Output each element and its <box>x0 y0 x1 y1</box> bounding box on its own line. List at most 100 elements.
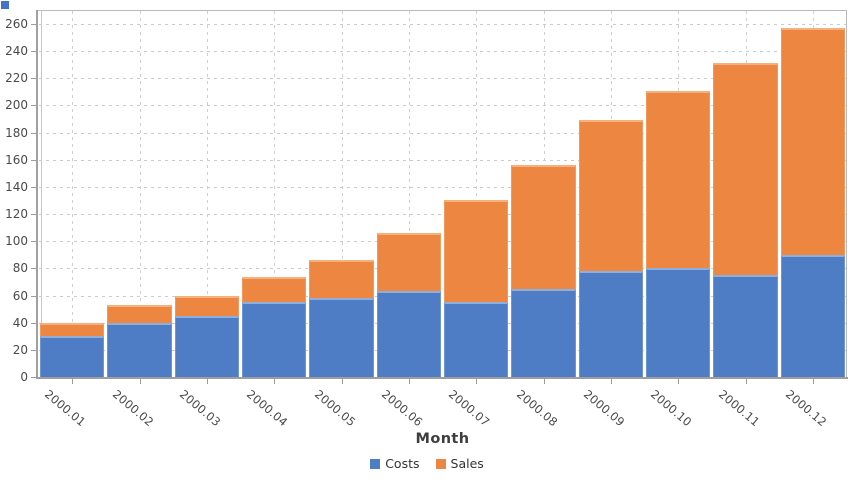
bar-segment-sales[interactable] <box>578 120 643 272</box>
legend-label-costs: Costs <box>385 456 420 471</box>
y-tick-label: 140 <box>5 179 28 194</box>
y-tick-label: 160 <box>5 152 28 167</box>
bar-segment-costs[interactable] <box>174 315 239 377</box>
y-axis-line <box>36 10 38 379</box>
y-axis-tick <box>31 241 36 243</box>
bar-segment-sales[interactable] <box>646 90 711 269</box>
y-axis-tick <box>31 186 36 188</box>
h-gridline <box>39 214 846 216</box>
v-gridline <box>72 11 74 377</box>
h-gridline <box>39 349 846 351</box>
y-axis-tick <box>31 268 36 270</box>
x-tick-label: 2000.05 <box>311 387 359 430</box>
y-tick-label: 240 <box>5 44 28 59</box>
x-tick-label: 2000.01 <box>42 387 89 430</box>
bar-segment-costs[interactable] <box>713 275 778 377</box>
y-axis-tick <box>31 23 36 25</box>
y-axis-tick <box>31 214 36 216</box>
y-axis-tick <box>31 105 36 107</box>
bar-segment-costs[interactable] <box>646 268 711 377</box>
bar-segment-sales[interactable] <box>511 165 576 289</box>
x-axis-tick <box>745 379 747 384</box>
x-tick-label: 2000.04 <box>244 387 291 430</box>
x-axis-tick <box>139 379 141 384</box>
bar-segment-sales[interactable] <box>780 28 845 255</box>
h-gridline <box>39 51 846 53</box>
legend: Costs Sales <box>0 456 854 471</box>
y-tick-label: 40 <box>12 315 28 330</box>
x-tick-label: 2000.11 <box>715 387 763 430</box>
h-gridline <box>39 159 846 161</box>
bar-segment-costs[interactable] <box>578 271 643 377</box>
x-tick-label: 2000.03 <box>176 387 224 430</box>
legend-item-costs[interactable]: Costs <box>370 456 420 471</box>
x-axis-title: Month <box>415 431 470 447</box>
x-axis-tick <box>610 379 612 384</box>
bar-segment-sales[interactable] <box>713 63 778 276</box>
bar-segment-sales[interactable] <box>309 260 374 299</box>
x-axis-tick <box>476 379 478 384</box>
x-axis-tick <box>341 379 343 384</box>
y-tick-label: 180 <box>5 125 28 140</box>
y-axis-inner-line <box>41 10 42 378</box>
h-gridline <box>39 241 846 243</box>
y-axis-tick <box>31 295 36 297</box>
bar-segment-costs[interactable] <box>444 302 509 377</box>
x-tick-label: 2000.10 <box>648 387 695 430</box>
y-tick-label: 120 <box>5 207 28 222</box>
y-tick-label: 220 <box>5 71 28 86</box>
v-gridline <box>139 11 141 377</box>
bar-segment-costs[interactable] <box>40 336 105 377</box>
x-tick-label: 2000.08 <box>513 387 561 430</box>
bar-segment-costs[interactable] <box>107 322 172 377</box>
y-axis-tick <box>31 349 36 351</box>
y-axis-tick <box>31 377 36 378</box>
y-tick-label: 80 <box>12 261 28 276</box>
bar-segment-costs[interactable] <box>376 291 441 377</box>
x-axis-tick <box>812 379 814 384</box>
bar-segment-sales[interactable] <box>40 322 105 337</box>
y-tick-label: 20 <box>12 342 28 357</box>
h-gridline <box>39 322 846 324</box>
h-gridline <box>39 23 846 25</box>
h-gridline <box>39 105 846 107</box>
y-tick-label: 260 <box>5 16 28 31</box>
bar-segment-costs[interactable] <box>511 288 576 377</box>
h-gridline <box>39 268 846 270</box>
bar-segment-sales[interactable] <box>242 276 307 303</box>
h-gridline <box>39 132 846 134</box>
y-tick-label: 0 <box>20 370 28 384</box>
bar-segment-sales[interactable] <box>107 305 172 323</box>
x-axis-tick <box>408 379 410 384</box>
bar-segment-sales[interactable] <box>174 295 239 316</box>
h-gridline <box>39 78 846 80</box>
y-axis-tick <box>31 51 36 53</box>
h-gridline <box>39 295 846 297</box>
v-gridline <box>408 11 410 377</box>
x-axis-tick <box>678 379 680 384</box>
v-gridline <box>274 11 276 377</box>
y-axis-tick <box>31 159 36 161</box>
h-gridline <box>39 186 846 188</box>
legend-label-sales: Sales <box>450 456 484 471</box>
bar-segment-costs[interactable] <box>780 254 845 377</box>
bar-segment-costs[interactable] <box>309 298 374 377</box>
bar-segment-sales[interactable] <box>444 200 509 303</box>
bar-segment-costs[interactable] <box>242 302 307 377</box>
x-axis-tick <box>543 379 545 384</box>
legend-item-sales[interactable]: Sales <box>435 456 484 471</box>
y-tick-label: 60 <box>12 288 28 303</box>
x-axis-tick <box>72 379 74 384</box>
x-axis-line <box>36 377 848 379</box>
plot-frame <box>37 10 847 378</box>
x-tick-label: 2000.12 <box>782 387 830 430</box>
y-axis-tick <box>31 78 36 80</box>
x-axis-tick <box>206 379 208 384</box>
y-tick-label: 100 <box>5 234 28 249</box>
sales-swatch-icon <box>435 458 446 469</box>
x-tick-label: 2000.09 <box>580 387 628 430</box>
bar-segment-sales[interactable] <box>376 233 441 292</box>
y-axis-tick <box>31 132 36 134</box>
y-axis-tick <box>31 322 36 324</box>
